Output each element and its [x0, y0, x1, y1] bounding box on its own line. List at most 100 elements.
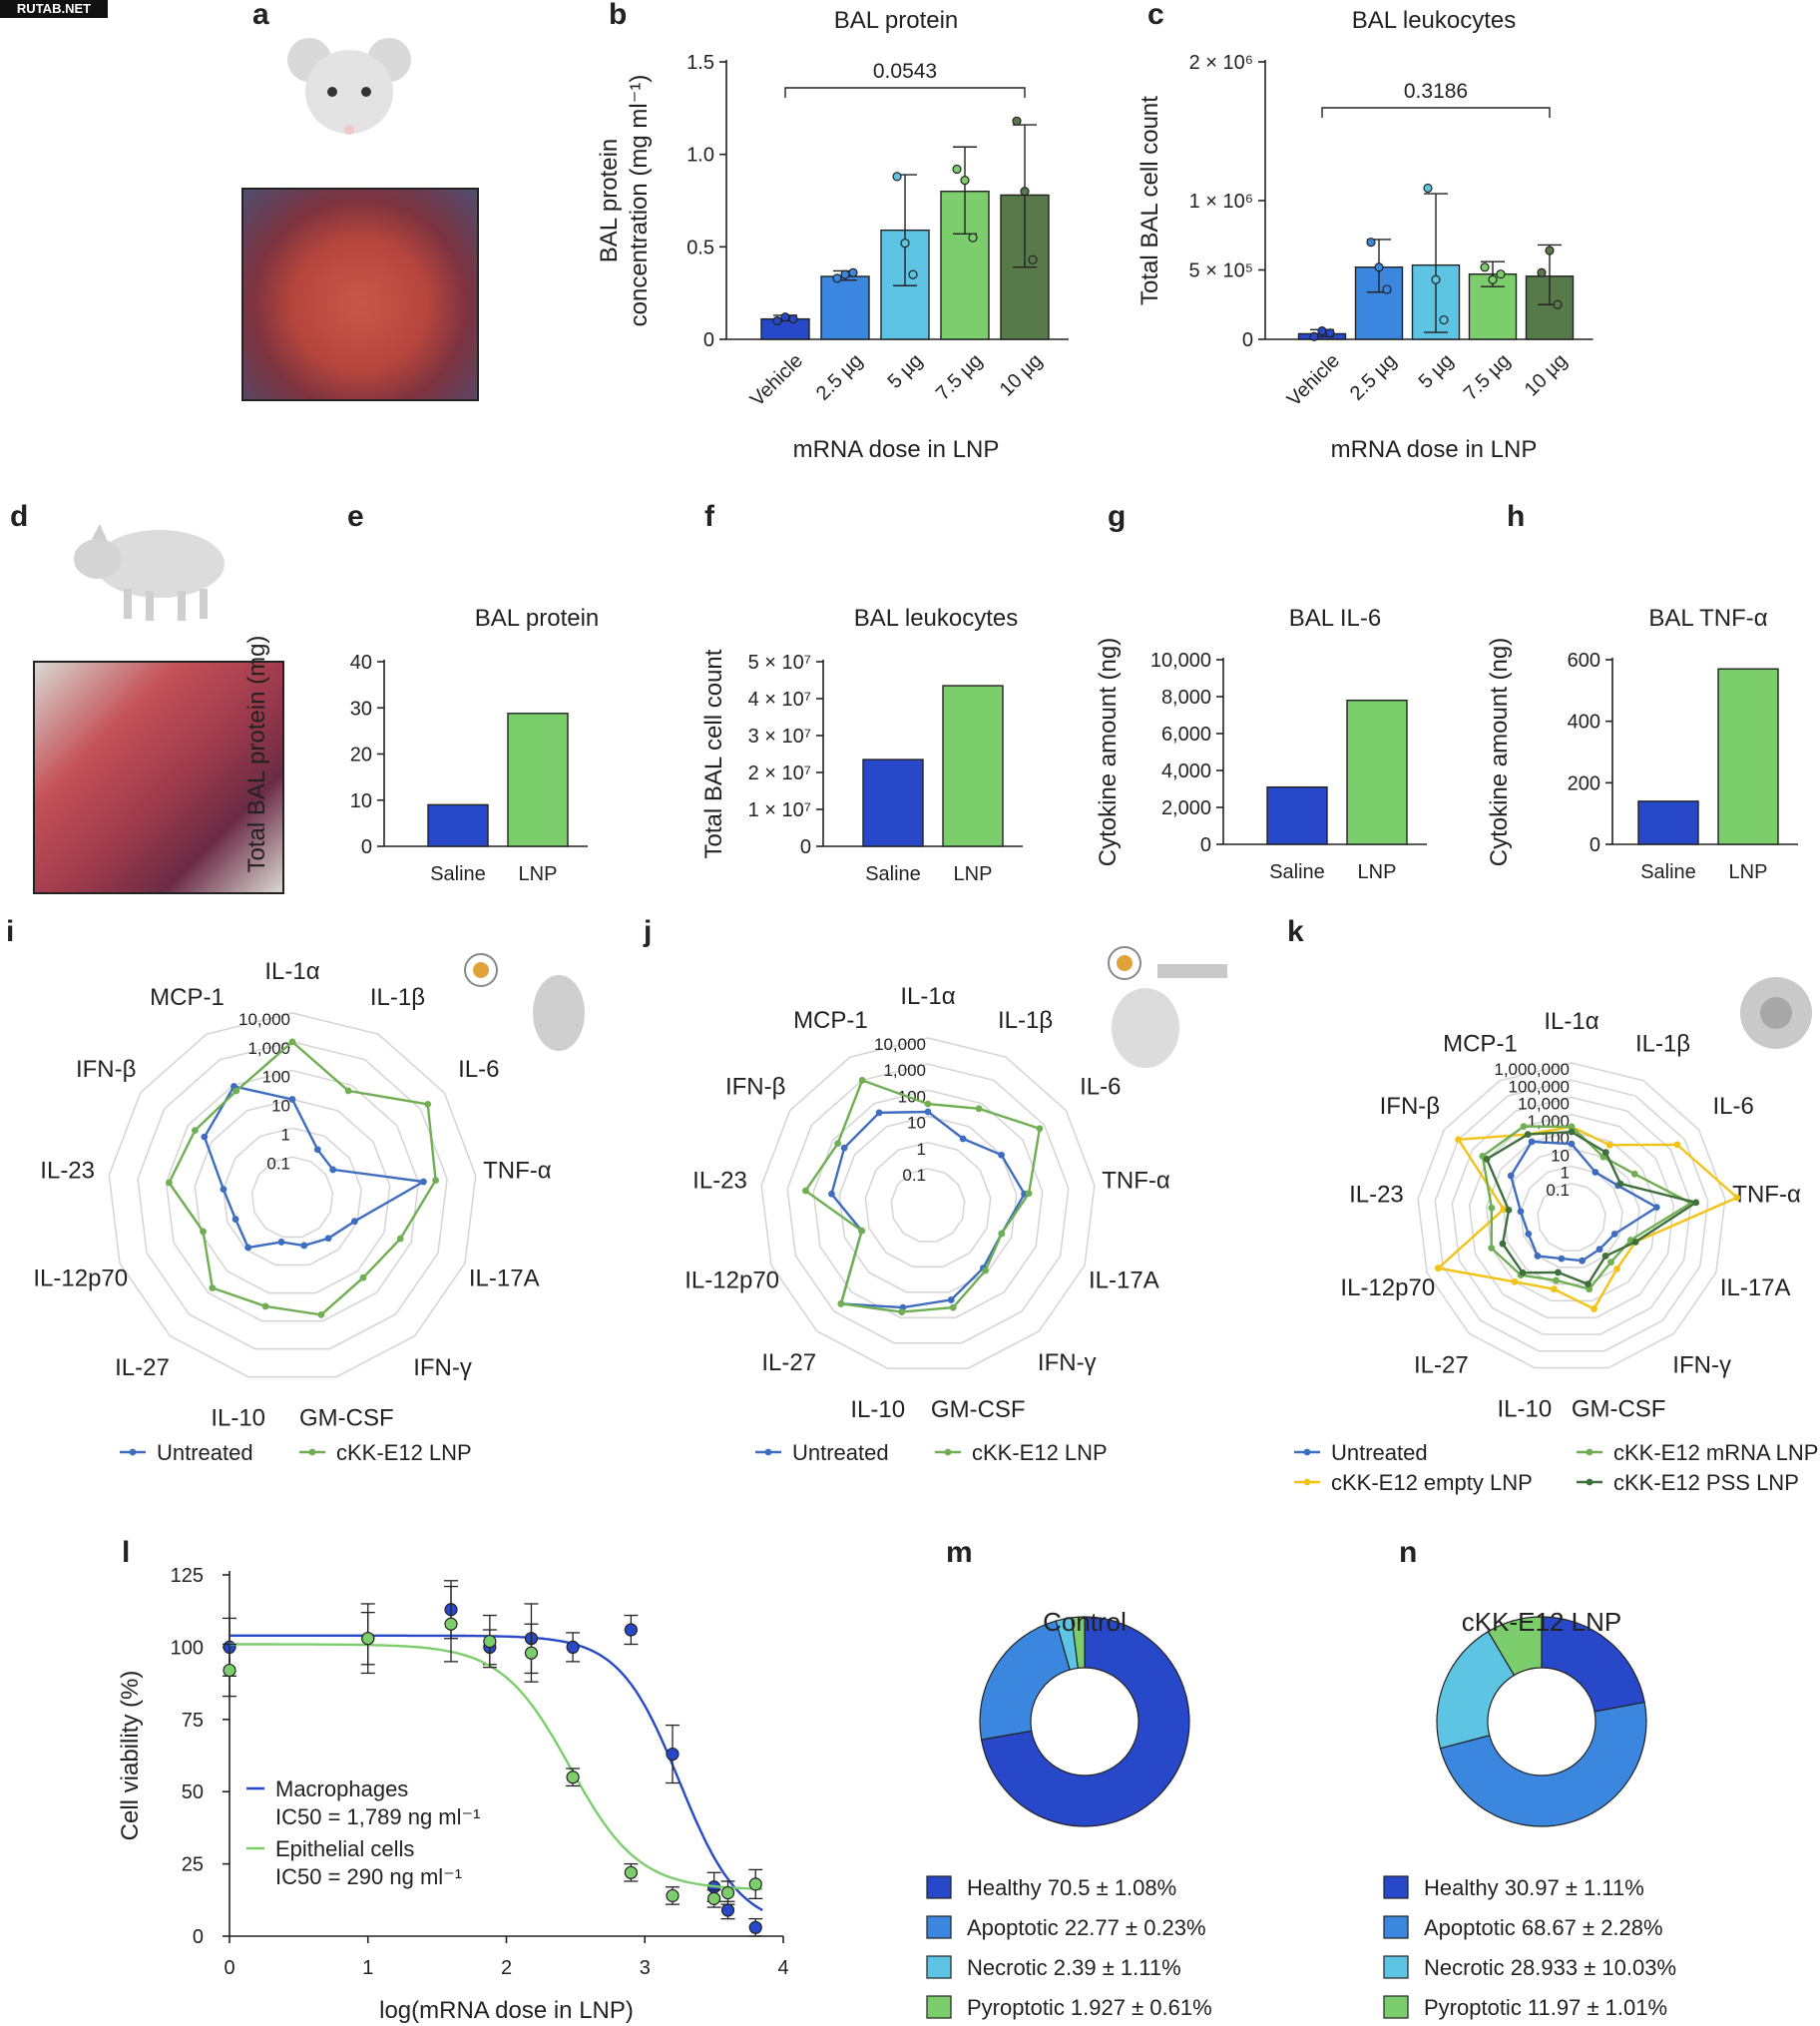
significance-bracket-b — [784, 87, 1026, 98]
x-tick-label-g: LNP — [1358, 861, 1397, 883]
radar-point-k — [1585, 1280, 1592, 1288]
radar-point-k — [1455, 1136, 1463, 1144]
legend-label-i: Untreated — [157, 1440, 253, 1465]
radar-point-k — [1692, 1199, 1700, 1207]
y-tick-label-h: 0 — [1590, 834, 1600, 856]
radar-axis-label-i: IL-10 — [211, 1404, 265, 1431]
radar-point-i — [277, 1239, 285, 1246]
y-tick-label-g: 10,000 — [1150, 650, 1211, 672]
radar-axis-label-j: IL-23 — [692, 1168, 747, 1195]
radar-point-k — [1520, 1123, 1528, 1131]
radar-axis-label-i: GM-CSF — [299, 1404, 394, 1431]
fit-curve-l — [229, 1634, 763, 1912]
radar-point-k — [1488, 1204, 1496, 1212]
radar-ring-label-i: 10,000 — [238, 1010, 290, 1029]
legend-swatch-n — [1383, 1995, 1409, 2019]
data-point-c — [1309, 331, 1319, 341]
chart-c: 0 5 × 10⁵ 1 × 10⁶ 2 × 10⁶ BAL leukocytes Tota… — [1137, 7, 1593, 463]
data-point-l — [624, 1865, 638, 1879]
panel-letter-g: g — [1108, 500, 1126, 533]
radar-axis-label-k: IL-1β — [1635, 1031, 1690, 1058]
x-tick-label-e: LNP — [519, 863, 558, 885]
y-tick-label-l: 100 — [171, 1637, 204, 1659]
radar-ring-i — [165, 1069, 420, 1322]
radar-axis-label-k: IL-27 — [1414, 1351, 1469, 1378]
bar-f — [942, 685, 1004, 847]
legend-note-l: IC50 = 290 ng ml⁻¹ — [275, 1864, 462, 1889]
radar-point-j — [828, 1190, 835, 1198]
data-point-b — [1012, 116, 1022, 126]
y-tick-label-b: 0 — [703, 329, 714, 351]
y-tick-label-f: 3 × 10⁷ — [748, 726, 811, 748]
radar-axis-label-k: IL-10 — [1498, 1395, 1553, 1422]
radar-series-j — [803, 1078, 1042, 1313]
data-point-c — [1374, 262, 1384, 272]
y-tick-label-e: 0 — [361, 836, 372, 858]
bar-c — [1525, 275, 1575, 340]
radar-point-i — [329, 1166, 337, 1174]
data-point-l — [566, 1640, 580, 1655]
x-tick-label-e: Saline — [430, 863, 486, 885]
chart-k: 0.11101001,00010,000100,0001,000,000IL-1… — [1294, 1008, 1818, 1495]
x-tick-label-l: 2 — [501, 1957, 512, 1979]
slice-n — [1541, 1616, 1645, 1713]
x-tick-label-l: 3 — [640, 1957, 651, 1979]
radar-point-k — [1553, 1276, 1560, 1284]
radar-axis-label-j: IL-17A — [1089, 1266, 1159, 1293]
radar-ring-j — [890, 1168, 966, 1243]
radar-point-i — [317, 1310, 325, 1318]
radar-point-k — [1601, 1149, 1609, 1157]
bar-g — [1266, 785, 1328, 845]
data-point-b — [772, 315, 782, 326]
radar-axis-label-i: IL-17A — [469, 1265, 540, 1291]
radar-point-i — [351, 1218, 358, 1226]
legend-note-l: IC50 = 1,789 ng ml⁻¹ — [275, 1804, 480, 1829]
radar-point-k — [1568, 1123, 1576, 1131]
radar-ring-i — [250, 1156, 334, 1239]
bar-h — [1717, 668, 1779, 845]
y-tick-label-g: 6,000 — [1161, 724, 1211, 746]
y-tick-label-g: 8,000 — [1161, 687, 1211, 709]
x-tick-label-l: 1 — [362, 1957, 373, 1979]
data-point-b — [960, 176, 970, 186]
panel-letter-b: b — [609, 0, 627, 31]
chart-l: 0 25 50 75 100 125 0 1 2 3 4 log(mRNA dose in LNP) C… — [117, 1565, 789, 2024]
data-point-b — [1020, 187, 1030, 197]
legend-swatch-n — [1383, 1955, 1409, 1979]
y-axis-label-g: Cytokine amount (ng) — [1095, 638, 1122, 866]
y-tick-label-l: 25 — [182, 1854, 204, 1876]
data-point-b — [1028, 254, 1038, 264]
radar-point-i — [244, 1244, 252, 1252]
data-point-b — [788, 314, 798, 324]
fit-curve-l — [229, 1643, 763, 1890]
significance-bracket-c — [1321, 107, 1551, 118]
data-point-l — [361, 1632, 375, 1646]
radar-axis-label-i: MCP-1 — [150, 984, 225, 1011]
legend-label-j: Untreated — [792, 1440, 889, 1465]
legend-label-m: Pyroptotic 1.927 ± 0.61% — [967, 1995, 1212, 2020]
data-point-l — [707, 1891, 721, 1905]
panel-letter-i: i — [6, 915, 14, 948]
x-tick-label-b: 10 µg — [996, 349, 1047, 400]
legend-label-n: Healthy 30.97 ± 1.11% — [1424, 1875, 1644, 1900]
data-point-l — [566, 1771, 580, 1784]
data-point-c — [1480, 262, 1490, 272]
x-tick-label-g: Saline — [1269, 861, 1325, 883]
data-point-c — [1545, 246, 1555, 255]
legend-label-j: cKK-E12 LNP — [972, 1440, 1108, 1465]
radar-point-k — [1630, 1170, 1638, 1178]
radar-point-k — [1525, 1230, 1533, 1238]
radar-point-k — [1631, 1238, 1639, 1246]
radar-ring-j — [812, 1089, 1044, 1318]
data-point-l — [524, 1646, 539, 1660]
radar-axis-label-k: GM-CSF — [1572, 1395, 1666, 1422]
x-axis-label-l: log(mRNA dose in LNP) — [379, 1997, 634, 2024]
radar-point-j — [998, 1230, 1006, 1238]
y-tick-label-h: 200 — [1568, 772, 1600, 794]
data-point-l — [483, 1635, 497, 1649]
radar-point-i — [166, 1179, 173, 1187]
radar-ring-label-k: 10 — [1551, 1146, 1570, 1165]
radar-point-k — [1550, 1285, 1558, 1293]
x-tick-label-b: Vehicle — [746, 349, 807, 410]
y-tick-label-c: 1 × 10⁶ — [1189, 191, 1253, 213]
